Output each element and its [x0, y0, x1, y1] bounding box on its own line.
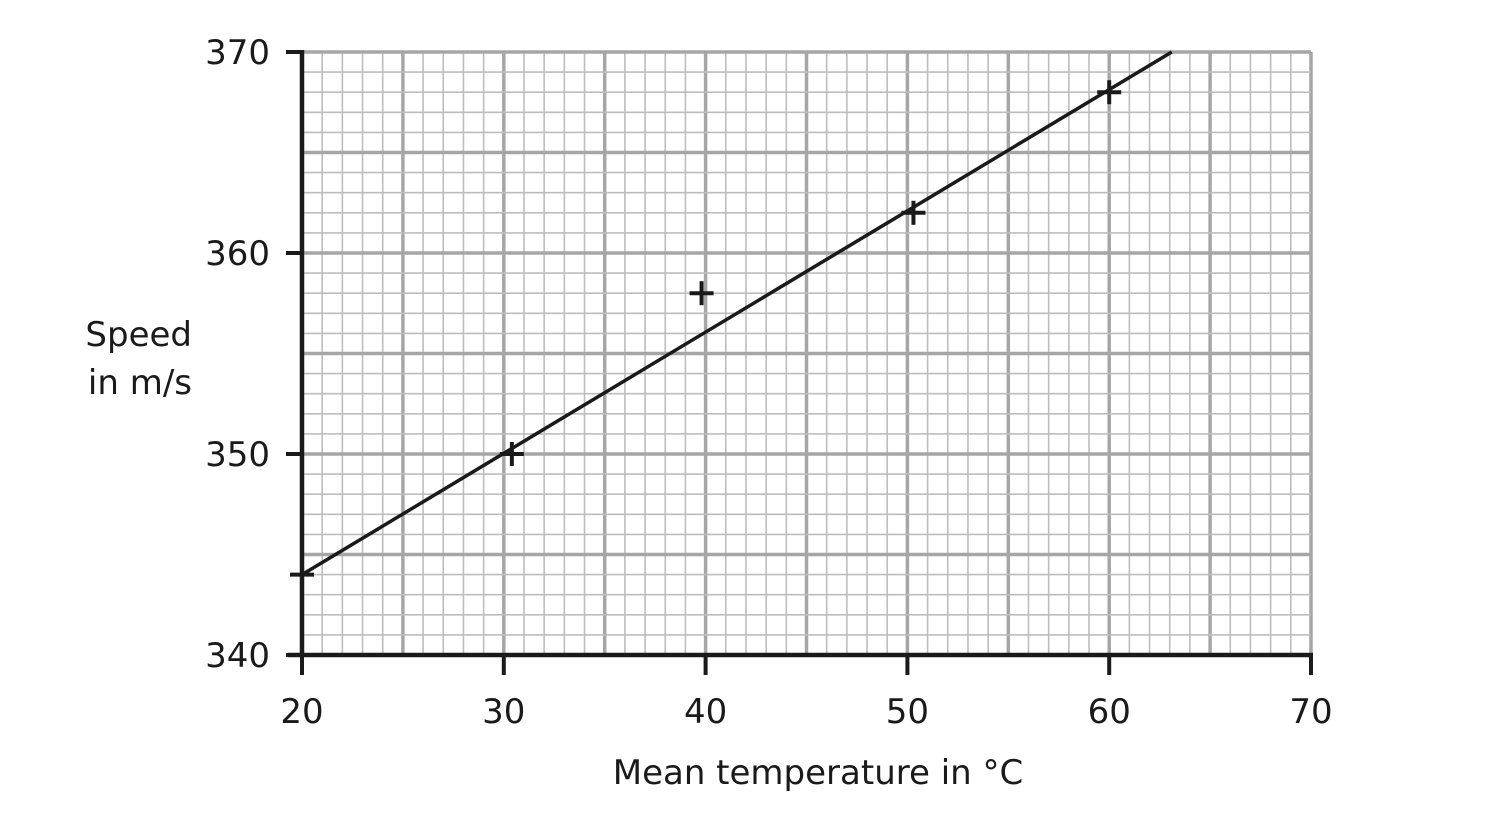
x-tick-label: 60 — [1088, 692, 1131, 732]
y-axis-label-line1: Speed — [85, 315, 192, 355]
axes — [286, 50, 1313, 675]
x-tick-label: 40 — [684, 692, 727, 732]
data-point-cross — [499, 442, 524, 466]
x-tick-label: 30 — [482, 692, 525, 732]
data-points — [290, 80, 1122, 587]
best-fit-line — [301, 50, 1173, 577]
data-point-cross — [689, 281, 714, 306]
x-tick-label: 70 — [1289, 692, 1332, 732]
y-tick-label: 370 — [205, 33, 270, 73]
data-point-cross — [290, 562, 314, 587]
y-tick-label: 340 — [205, 636, 270, 676]
y-tick-label: 350 — [205, 435, 270, 475]
grid — [300, 50, 1313, 657]
x-axis-label: Mean temperature in °C — [613, 753, 1024, 793]
x-tick-label: 50 — [886, 692, 929, 732]
y-axis-label-line2: in m/s — [88, 363, 192, 403]
y-tick-label: 360 — [205, 234, 270, 274]
x-tick-label: 20 — [280, 692, 323, 732]
data-point-cross — [1097, 80, 1122, 105]
tick-labels: 20 30 40 50 60 70 340 350 360 370 — [205, 33, 1333, 732]
data-point-cross — [901, 200, 926, 225]
